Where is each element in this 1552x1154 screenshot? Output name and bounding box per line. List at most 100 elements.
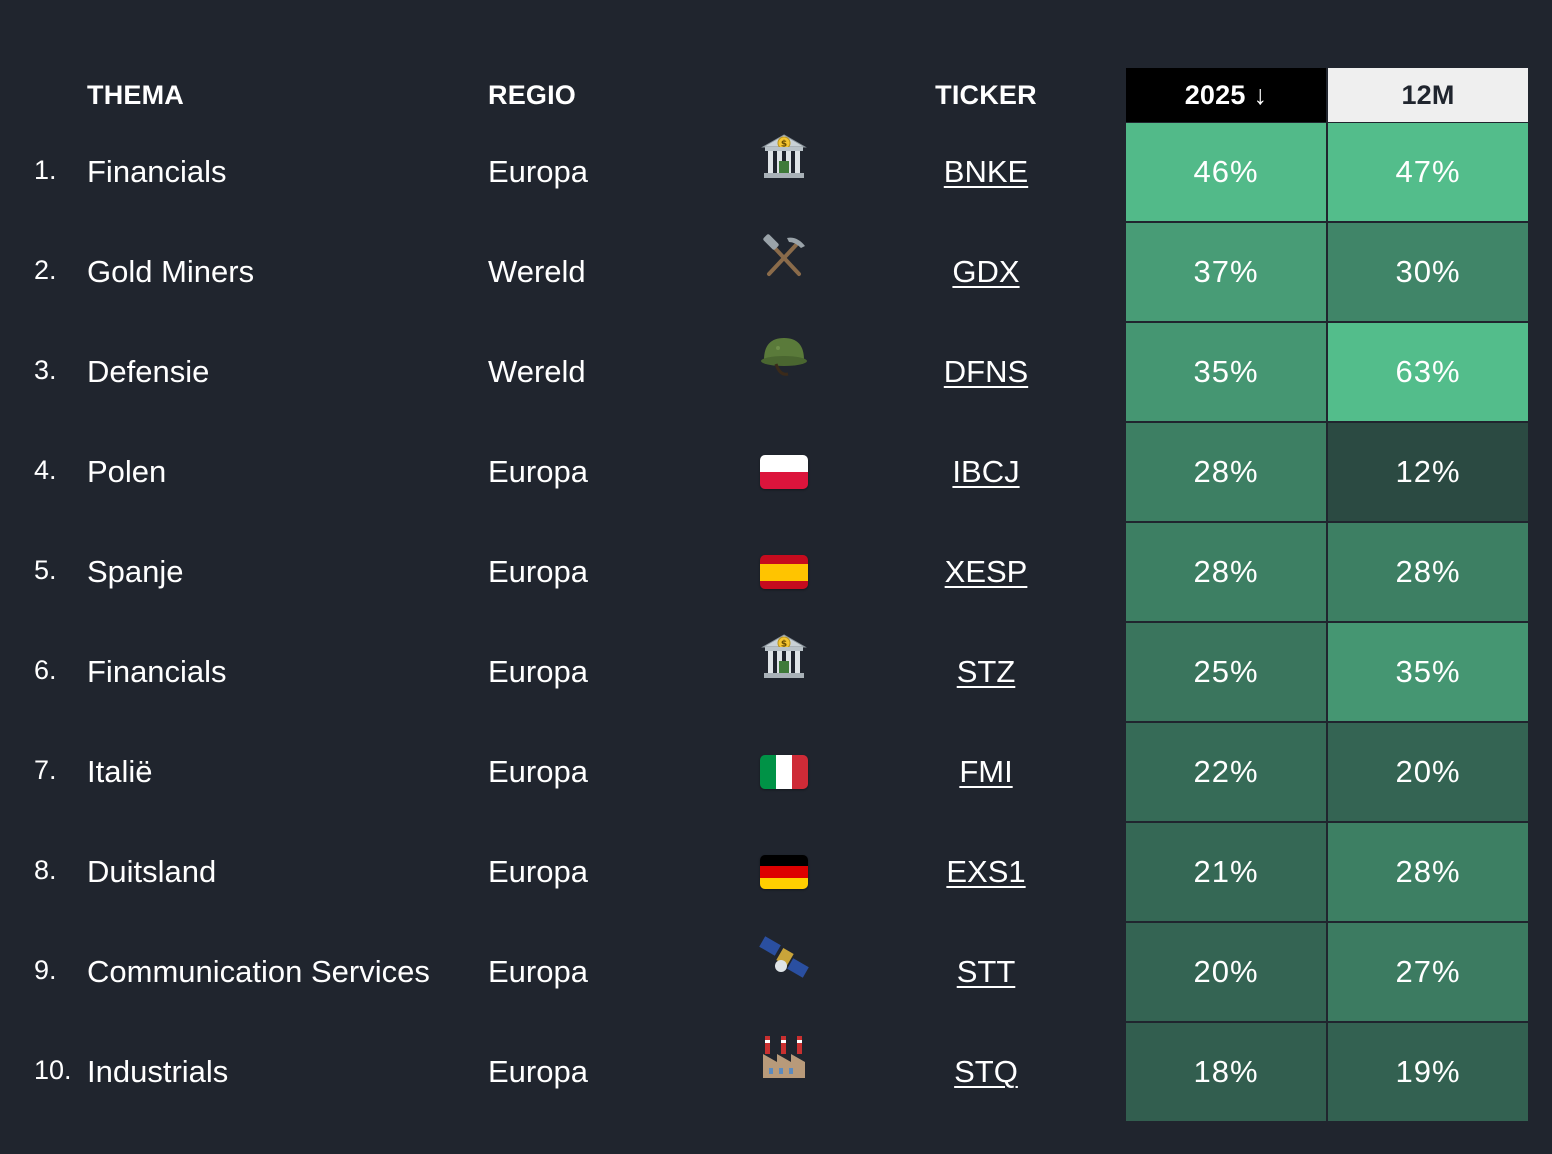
ticker-link[interactable]: STQ — [954, 1054, 1018, 1089]
row-regio: Europa — [488, 1054, 588, 1089]
row-rank: 5. — [34, 555, 57, 585]
military-helmet-icon — [758, 322, 810, 422]
ticker-link[interactable]: STT — [956, 954, 1016, 989]
ticker-link[interactable]: IBCJ — [952, 454, 1020, 489]
row-rank: 1. — [34, 155, 57, 185]
pick-hammer-icon — [759, 222, 809, 322]
row-icon — [758, 322, 810, 422]
row-thema: Financials — [87, 154, 227, 189]
row-icon — [758, 1022, 810, 1122]
table-row: 5. Spanje Europa XESP 28% 28% — [0, 522, 1552, 622]
return-2025-cell: 20% — [1126, 923, 1326, 1021]
row-ticker: STQ — [886, 1022, 1086, 1122]
column-header-ticker[interactable]: TICKER — [935, 80, 1037, 110]
row-regio: Europa — [488, 454, 588, 489]
column-header-12m[interactable]: 12M — [1328, 68, 1528, 122]
row-regio: Europa — [488, 754, 588, 789]
row-regio: Europa — [488, 554, 588, 589]
column-header-2025-label: 2025 — [1184, 80, 1246, 110]
table-row: 4. Polen Europa IBCJ 28% 12% — [0, 422, 1552, 522]
table-row: 8. Duitsland Europa EXS1 21% 28% — [0, 822, 1552, 922]
row-rank: 6. — [34, 655, 57, 685]
row-icon — [758, 222, 810, 322]
row-regio: Europa — [488, 954, 588, 989]
table-row: 9. Communication Services Europa STT 20%… — [0, 922, 1552, 1022]
return-2025-cell: 46% — [1126, 123, 1326, 221]
row-ticker: GDX — [886, 222, 1086, 322]
row-ticker: XESP — [886, 522, 1086, 622]
svg-text:$: $ — [781, 640, 787, 650]
return-12m-cell: 27% — [1328, 923, 1528, 1021]
table-row: 3. Defensie Wereld DFNS 35% 63% — [0, 322, 1552, 422]
column-header-2025[interactable]: 2025 ↓ — [1126, 68, 1326, 122]
return-12m-cell: 12% — [1328, 423, 1528, 521]
satellite-icon — [759, 922, 809, 1022]
column-header-thema[interactable]: THEMA — [87, 80, 184, 110]
return-2025-cell: 18% — [1126, 1023, 1326, 1121]
return-2025-cell: 37% — [1126, 223, 1326, 321]
row-ticker: IBCJ — [886, 422, 1086, 522]
row-rank: 2. — [34, 255, 57, 285]
row-thema: Financials — [87, 654, 227, 689]
row-rank: 3. — [34, 355, 57, 385]
ticker-link[interactable]: STZ — [956, 654, 1016, 689]
column-header-regio[interactable]: REGIO — [488, 80, 577, 110]
row-regio: Europa — [488, 654, 588, 689]
return-12m-cell: 28% — [1328, 523, 1528, 621]
return-12m-cell: 20% — [1328, 723, 1528, 821]
italy-flag-icon — [760, 755, 808, 789]
table-body: 1. Financials Europa $ BNKE 46% 47% 2. G… — [0, 122, 1552, 1122]
return-12m-cell: 28% — [1328, 823, 1528, 921]
return-2025-cell: 22% — [1126, 723, 1326, 821]
return-2025-cell: 35% — [1126, 323, 1326, 421]
row-thema: Industrials — [87, 1054, 229, 1089]
row-ticker: STZ — [886, 622, 1086, 722]
row-icon — [758, 922, 810, 1022]
poland-flag-icon — [760, 455, 808, 489]
table-row: 6. Financials Europa $ STZ 25% 35% — [0, 622, 1552, 722]
row-icon: $ — [758, 622, 810, 722]
germany-flag-icon — [760, 855, 808, 889]
ticker-link[interactable]: GDX — [952, 254, 1020, 289]
ticker-link[interactable]: XESP — [944, 554, 1028, 589]
row-ticker: DFNS — [886, 322, 1086, 422]
ticker-link[interactable]: DFNS — [943, 354, 1029, 389]
return-12m-cell: 63% — [1328, 323, 1528, 421]
row-regio: Wereld — [488, 354, 586, 389]
spain-flag-icon — [760, 555, 808, 589]
row-icon — [758, 522, 810, 622]
row-thema: Italië — [87, 754, 153, 789]
row-rank: 4. — [34, 455, 57, 485]
row-thema: Spanje — [87, 554, 184, 589]
return-12m-cell: 35% — [1328, 623, 1528, 721]
bank-icon: $ — [759, 122, 809, 222]
row-ticker: STT — [886, 922, 1086, 1022]
row-ticker: BNKE — [886, 122, 1086, 222]
row-thema: Communication Services — [87, 954, 430, 989]
table-row: 2. Gold Miners Wereld GDX 37% 30% — [0, 222, 1552, 322]
row-thema: Duitsland — [87, 854, 217, 889]
row-icon — [758, 722, 810, 822]
return-12m-cell: 47% — [1328, 123, 1528, 221]
row-thema: Gold Miners — [87, 254, 255, 289]
row-icon — [758, 822, 810, 922]
row-thema: Defensie — [87, 354, 210, 389]
return-2025-cell: 25% — [1126, 623, 1326, 721]
return-2025-cell: 21% — [1126, 823, 1326, 921]
table-row: 1. Financials Europa $ BNKE 46% 47% — [0, 122, 1552, 222]
return-12m-cell: 30% — [1328, 223, 1528, 321]
table-row: 10. Industrials Europa STQ 18% 19% — [0, 1022, 1552, 1122]
row-rank: 7. — [34, 755, 57, 785]
return-12m-cell: 19% — [1328, 1023, 1528, 1121]
return-2025-cell: 28% — [1126, 423, 1326, 521]
ticker-link[interactable]: EXS1 — [946, 854, 1026, 889]
table-header: THEMA REGIO TICKER 2025 ↓ 12M — [0, 68, 1552, 122]
row-icon: $ — [758, 122, 810, 222]
row-rank: 8. — [34, 855, 57, 885]
ticker-link[interactable]: BNKE — [943, 154, 1029, 189]
ticker-link[interactable]: FMI — [959, 754, 1013, 789]
row-ticker: FMI — [886, 722, 1086, 822]
return-2025-cell: 28% — [1126, 523, 1326, 621]
svg-text:$: $ — [781, 140, 787, 150]
table-row: 7. Italië Europa FMI 22% 20% — [0, 722, 1552, 822]
